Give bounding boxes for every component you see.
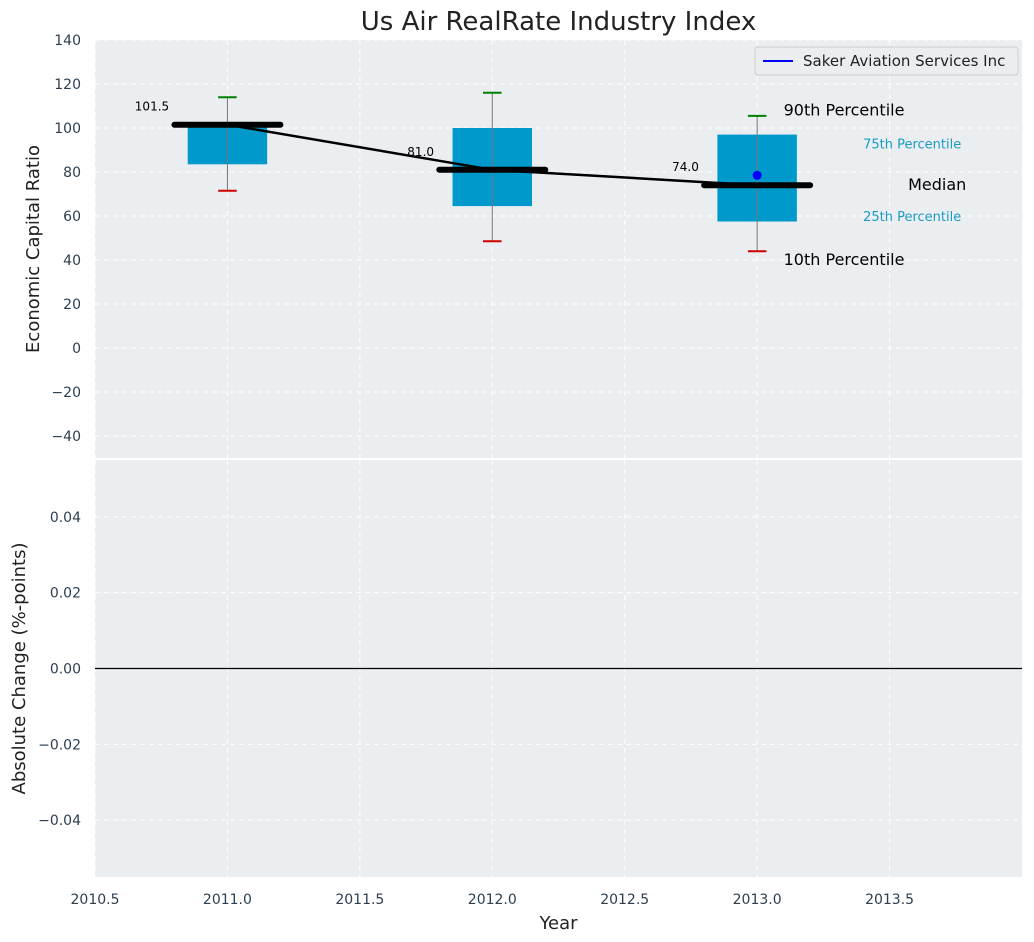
top-y-tick-label: 60 bbox=[63, 209, 81, 225]
percentile-annotation: Median bbox=[908, 175, 966, 194]
top-y-tick-label: 120 bbox=[54, 77, 81, 93]
legend: Saker Aviation Services Inc bbox=[754, 46, 1019, 76]
percentile-annotation: 25th Percentile bbox=[863, 210, 961, 225]
box-plots: 101.581.074.0 bbox=[135, 91, 814, 253]
median-value-label: 101.5 bbox=[135, 100, 169, 114]
x-tick-label: 2011.5 bbox=[335, 892, 384, 908]
x-tick-label: 2013.5 bbox=[865, 892, 914, 908]
top-y-tick-label: 40 bbox=[63, 253, 81, 269]
bottom-y-axis-label: Absolute Change (%-points) bbox=[9, 543, 30, 795]
top-panel: 140 120 100 80 60 40 20 0 −20 −40 101.581.074.0 9… bbox=[23, 7, 1022, 458]
top-y-tick-labels: 140 120 100 80 60 40 20 0 −20 −40 bbox=[51, 33, 81, 445]
bottom-y-tick-labels: 0.04 0.02 0.00 −0.02 −0.04 bbox=[38, 510, 81, 829]
top-y-tick-label: 0 bbox=[72, 341, 81, 357]
legend-box bbox=[754, 46, 1019, 76]
x-axis-label: Year bbox=[538, 913, 578, 934]
top-y-tick-label: 20 bbox=[63, 297, 81, 313]
x-tick-labels: 2010.5 2011.0 2011.5 2012.0 2012.5 2013.0 2013… bbox=[71, 892, 915, 908]
x-tick-label: 2010.5 bbox=[71, 892, 120, 908]
top-y-axis-label: Economic Capital Ratio bbox=[23, 145, 44, 353]
median-value-label: 74.0 bbox=[672, 160, 699, 174]
bottom-y-tick-label: −0.02 bbox=[38, 737, 81, 753]
top-gridlines bbox=[94, 39, 1022, 458]
top-y-tick-label: −20 bbox=[51, 385, 81, 401]
percentile-annotation: 10th Percentile bbox=[784, 250, 905, 269]
top-y-tick-label: 140 bbox=[54, 33, 81, 49]
x-tick-label: 2012.5 bbox=[600, 892, 649, 908]
chart-title: Us Air RealRate Industry Index bbox=[361, 7, 757, 37]
percentile-annotation: 90th Percentile bbox=[784, 100, 905, 119]
median-trend-polyline bbox=[227, 123, 758, 187]
top-y-tick-label: 80 bbox=[63, 165, 81, 181]
percentile-annotations: 90th Percentile 75th Percentile Median 25th… bbox=[784, 100, 967, 269]
bottom-panel: 0.04 0.02 0.00 −0.02 −0.04 2010.5 2011.0 2011.… bbox=[9, 460, 1022, 934]
median-trend-line bbox=[227, 123, 758, 187]
bottom-y-tick-label: 0.00 bbox=[50, 662, 81, 678]
top-y-tick-label: −40 bbox=[51, 429, 81, 445]
x-tick-label: 2012.0 bbox=[468, 892, 517, 908]
company-point bbox=[752, 170, 762, 180]
top-y-tick-label: 100 bbox=[54, 121, 81, 137]
company-series bbox=[752, 170, 762, 180]
bottom-y-tick-label: 0.04 bbox=[50, 510, 81, 526]
x-tick-label: 2013.0 bbox=[733, 892, 782, 908]
bottom-y-tick-label: −0.04 bbox=[38, 813, 81, 829]
percentile-annotation: 75th Percentile bbox=[863, 137, 961, 152]
bottom-y-tick-label: 0.02 bbox=[50, 586, 81, 602]
top-plot-background bbox=[95, 40, 1022, 458]
legend-entry: Saker Aviation Services Inc bbox=[803, 52, 1005, 70]
x-tick-label: 2011.0 bbox=[203, 892, 252, 908]
